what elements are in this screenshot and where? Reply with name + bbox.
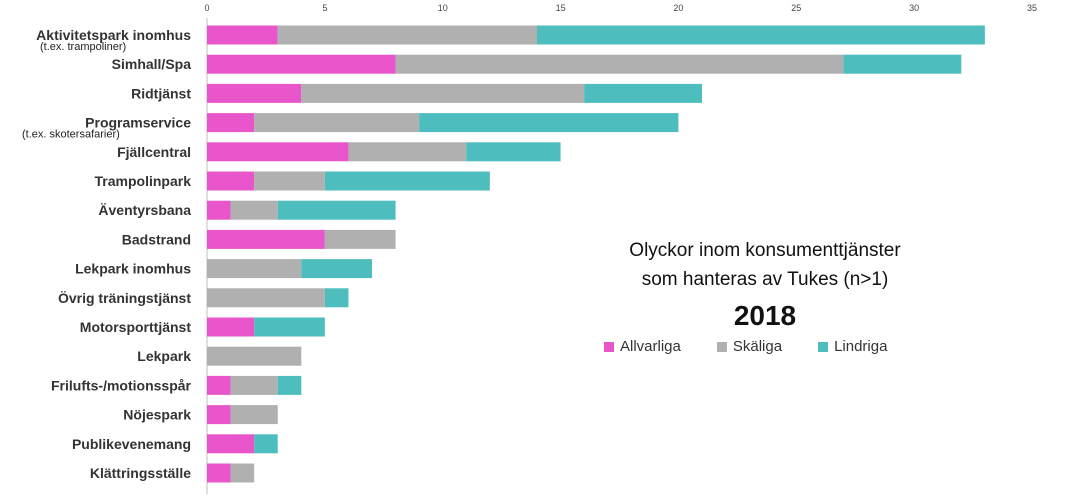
- category-label: Aktivitetspark inomhus: [36, 27, 191, 43]
- x-tick-label: 35: [1027, 3, 1037, 13]
- bar-segment-allvarliga: [207, 405, 231, 425]
- x-tick-label: 25: [791, 3, 801, 13]
- legend-item-lindriga: Lindriga: [818, 338, 887, 355]
- bar-segment-skäliga: [254, 113, 420, 133]
- bar-segment-lindriga: [277, 200, 396, 220]
- legend: Allvarliga Skäliga Lindriga: [604, 338, 887, 355]
- bar-segment-lindriga: [843, 54, 962, 74]
- legend-label: Skäliga: [732, 338, 783, 355]
- bar-segment-allvarliga: [207, 200, 231, 220]
- legend-swatch: [604, 341, 614, 352]
- bar-segment-allvarliga: [207, 434, 255, 454]
- bar-segment-lindriga: [537, 25, 985, 45]
- legend-swatch: [818, 341, 829, 352]
- category-label: Lekpark inomhus: [75, 261, 191, 277]
- legend-swatch: [716, 341, 727, 352]
- chart-title-line-2: som hanteras av Tukes (n>1): [641, 269, 889, 290]
- bar-segment-skäliga: [207, 346, 302, 366]
- category-label: Publikevenemang: [72, 436, 191, 452]
- category-label: Badstrand: [122, 231, 191, 247]
- chart-year: 2018: [733, 300, 797, 331]
- bar-segment-lindriga: [466, 142, 561, 162]
- category-sublabel: (t.ex. skotersafarier): [22, 129, 120, 141]
- chart-title-line-1: Olyckor inom konsumenttjänster: [629, 240, 901, 261]
- category-label: Lekpark: [137, 348, 191, 364]
- bar-segment-skäliga: [230, 200, 278, 220]
- bar-segment-allvarliga: [207, 83, 302, 103]
- bar-segment-allvarliga: [207, 375, 231, 395]
- bar-segment-skäliga: [207, 259, 302, 279]
- bar-segment-skäliga: [230, 463, 255, 483]
- category-label: Klättringsställe: [90, 465, 191, 481]
- x-tick-label: 0: [204, 3, 209, 13]
- bar-segment-allvarliga: [207, 229, 325, 249]
- bar-segment-lindriga: [301, 259, 372, 279]
- x-tick-label: 30: [909, 3, 919, 13]
- x-tick-label: 10: [438, 3, 448, 13]
- chart-title-block: Olyckor inom konsumenttjänster som hante…: [570, 236, 960, 336]
- category-label: Trampolinpark: [95, 173, 192, 189]
- bar-segment-skäliga: [254, 171, 325, 191]
- legend-item-allvarliga: Allvarliga: [604, 338, 681, 355]
- x-tick-label: 20: [673, 3, 683, 13]
- bar-segment-skäliga: [301, 83, 585, 103]
- category-label: Motorsporttjänst: [80, 319, 192, 335]
- bar-segment-skäliga: [207, 288, 325, 308]
- category-label: Fjällcentral: [117, 144, 191, 160]
- bar-segment-allvarliga: [207, 142, 349, 162]
- bar-segment-skäliga: [277, 25, 537, 45]
- category-label: Äventyrsbana: [98, 202, 191, 218]
- x-axis-ticks: 0 5 10 15 20 25 30 35: [204, 3, 1037, 13]
- bar-segment-skäliga: [348, 142, 467, 162]
- category-labels: Aktivitetspark inomhus(t.ex. trampoliner…: [22, 27, 192, 481]
- category-label: Simhall/Spa: [112, 56, 192, 72]
- legend-label: Lindriga: [834, 338, 888, 355]
- category-label: Ridtjänst: [131, 85, 191, 101]
- bar-segment-lindriga: [584, 83, 702, 103]
- category-label: Nöjespark: [123, 407, 191, 423]
- bar-segment-lindriga: [324, 288, 349, 308]
- legend-label: Allvarliga: [620, 338, 681, 355]
- bars-group: [207, 25, 985, 483]
- x-tick-label: 15: [556, 3, 566, 13]
- bar-segment-lindriga: [254, 317, 325, 337]
- bar-segment-allvarliga: [207, 463, 231, 483]
- bar-segment-allvarliga: [207, 317, 255, 337]
- legend-item-skaliga: Skäliga: [716, 338, 783, 355]
- category-sublabel: (t.ex. trampoliner): [40, 41, 126, 53]
- bar-segment-skäliga: [230, 405, 278, 425]
- category-label: Övrig träningstjänst: [58, 290, 191, 306]
- category-label: Frilufts-/motionsspår: [51, 377, 192, 393]
- bar-segment-lindriga: [254, 434, 278, 454]
- bar-segment-lindriga: [419, 113, 679, 133]
- bar-segment-allvarliga: [207, 25, 278, 45]
- bar-segment-lindriga: [324, 171, 490, 191]
- category-label: Programservice: [85, 115, 191, 131]
- bar-segment-allvarliga: [207, 113, 255, 133]
- bar-segment-skäliga: [230, 375, 278, 395]
- bar-segment-lindriga: [277, 375, 302, 395]
- bar-segment-skäliga: [324, 229, 396, 249]
- x-tick-label: 5: [322, 3, 327, 13]
- bar-segment-skäliga: [395, 54, 844, 74]
- bar-segment-allvarliga: [207, 54, 396, 74]
- bar-segment-allvarliga: [207, 171, 255, 191]
